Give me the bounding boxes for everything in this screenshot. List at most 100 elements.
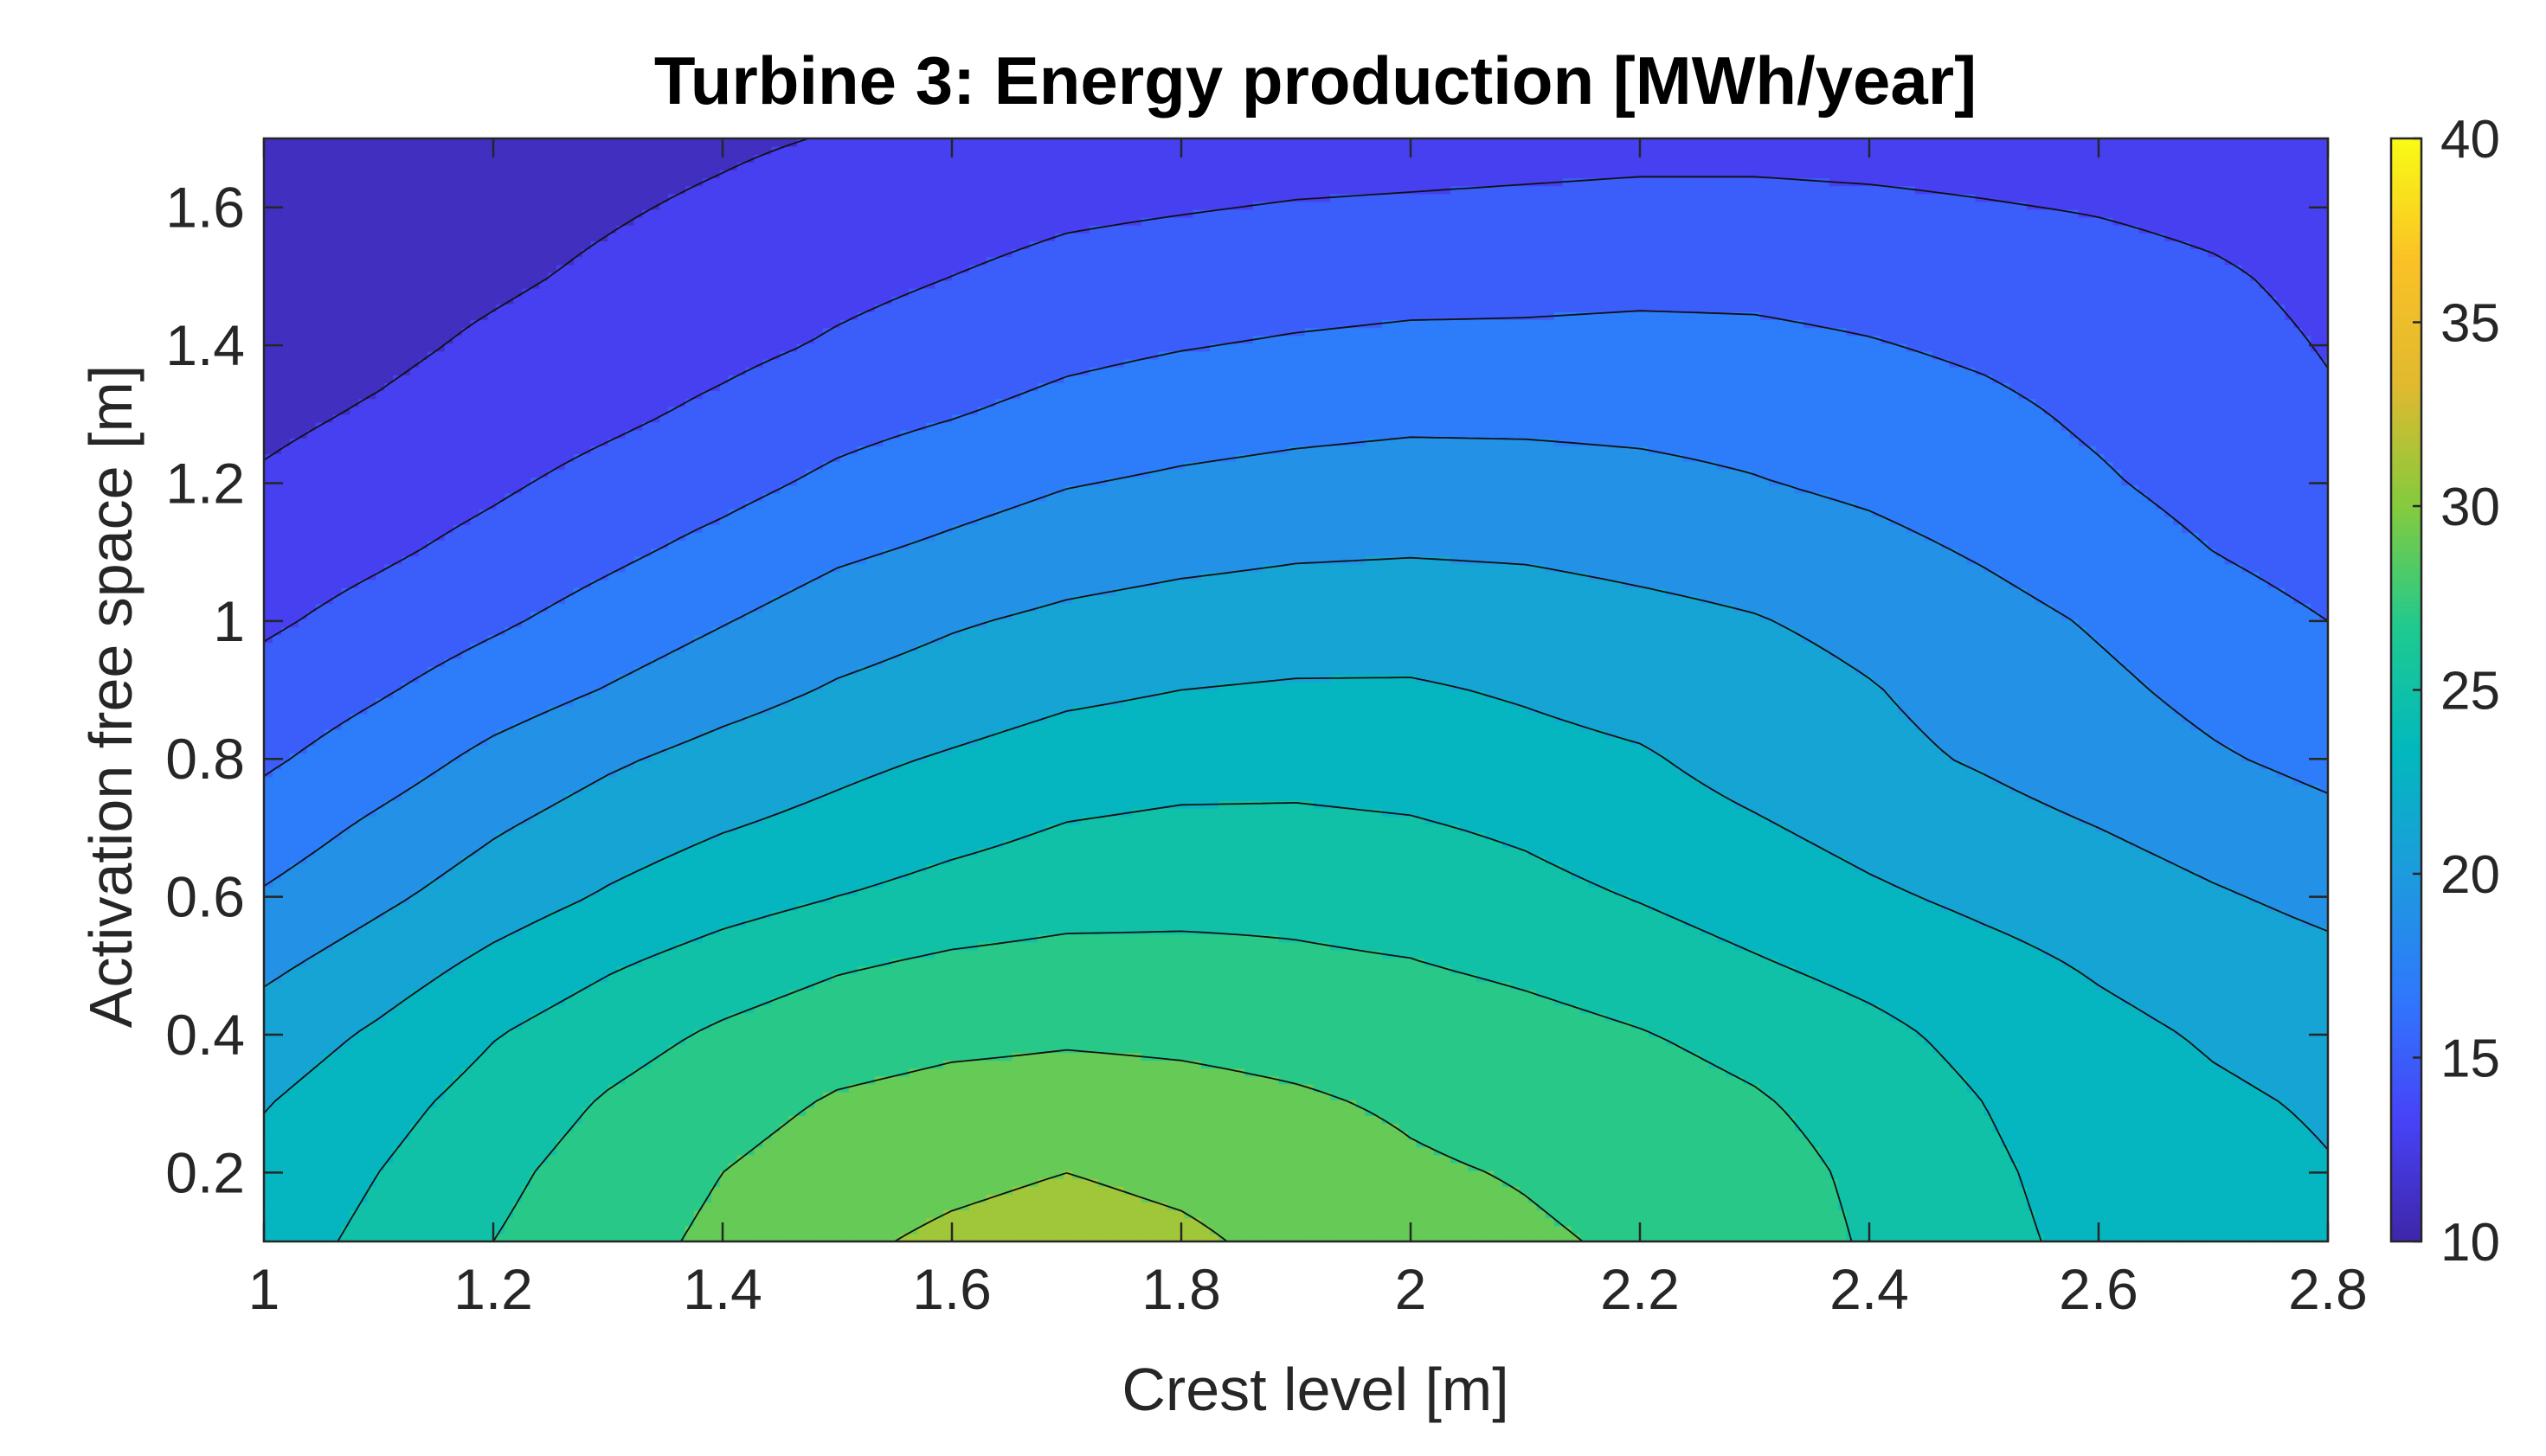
contour-cell <box>1812 1186 1822 1195</box>
contour-cell <box>891 1132 901 1140</box>
contour-cell <box>530 1178 540 1187</box>
contour-cell <box>1950 1147 1959 1156</box>
contour-cell <box>600 1163 609 1171</box>
contour-cell <box>1313 1163 1322 1171</box>
contour-cell <box>1760 1123 1770 1132</box>
contour-cell <box>1579 1100 1589 1108</box>
contour-cell <box>341 1076 350 1085</box>
contour-cell <box>1889 1171 1899 1179</box>
contour-cell <box>969 1186 979 1195</box>
contour-cell <box>1459 1147 1469 1156</box>
contour-cell <box>1958 1226 1968 1235</box>
contour-cell <box>367 1202 376 1210</box>
contour-cell <box>333 1147 343 1156</box>
contour-cell <box>1391 1186 1400 1195</box>
contour-cell <box>1193 1092 1202 1100</box>
contour-cell <box>1408 1155 1418 1164</box>
contour-cell <box>1889 1155 1899 1164</box>
contour-cell <box>1098 1123 1108 1132</box>
contour-cell <box>823 1107 833 1116</box>
contour-cell <box>961 1084 970 1093</box>
contour-cell <box>1760 1171 1770 1179</box>
contour-cell <box>453 1171 463 1179</box>
contour-cell <box>402 1226 411 1235</box>
contour-cell <box>1701 1107 1710 1116</box>
contour-cell <box>1803 1163 1813 1171</box>
contour-cell <box>1572 1084 1581 1093</box>
contour-cell <box>436 1178 446 1187</box>
contour-cell <box>307 1178 317 1187</box>
contour-cell <box>685 1084 695 1093</box>
contour-cell <box>1692 1115 1701 1124</box>
contour-cell <box>659 1147 669 1156</box>
contour-cell <box>410 1147 420 1156</box>
contour-cell <box>884 1107 893 1116</box>
contour-cell <box>556 1132 566 1140</box>
contour-cell <box>1640 1202 1649 1210</box>
contour-cell <box>350 1100 359 1108</box>
contour-cell <box>1072 1178 1082 1187</box>
contour-cell <box>1098 1147 1108 1156</box>
contour-cell <box>556 1076 566 1085</box>
contour-cell <box>1064 1226 1073 1235</box>
contour-cell <box>1829 1155 1839 1164</box>
contour-cell <box>419 1100 428 1108</box>
contour-cell <box>2208 1163 2217 1171</box>
contour-cell <box>264 1076 273 1085</box>
contour-cell <box>969 1084 979 1093</box>
contour-cell <box>471 1123 480 1132</box>
contour-cell <box>1064 1115 1073 1124</box>
contour-cell <box>616 1139 626 1148</box>
contour-cell <box>393 1226 402 1235</box>
contour-cell <box>1588 1147 1598 1156</box>
contour-cell <box>1494 1132 1503 1140</box>
contour-cell <box>1141 1139 1151 1148</box>
contour-cell <box>1898 1186 1907 1195</box>
contour-cell <box>1623 1123 1632 1132</box>
contour-cell <box>2122 1084 2131 1093</box>
contour-cell <box>1055 1155 1064 1164</box>
contour-cell <box>264 1226 273 1235</box>
contour-cell <box>539 1210 549 1219</box>
contour-cell <box>1210 1155 1219 1164</box>
contour-cell <box>1554 1132 1564 1140</box>
contour-cell <box>2087 1115 2097 1124</box>
contour-cell <box>1906 1155 1916 1164</box>
contour-cell <box>849 1178 858 1187</box>
contour-cell <box>1701 1123 1710 1132</box>
contour-cell <box>935 1178 944 1187</box>
contour-cell <box>1631 1202 1641 1210</box>
contour-cell <box>1631 1155 1641 1164</box>
contour-cell <box>471 1202 480 1210</box>
contour-cell <box>1262 1092 1271 1100</box>
contour-cell <box>1709 1115 1719 1124</box>
contour-cell <box>1434 1194 1443 1203</box>
contour-cell <box>1572 1202 1581 1210</box>
contour-cell <box>1262 1115 1271 1124</box>
contour-cell <box>788 1132 798 1140</box>
contour-cell <box>1175 1100 1185 1108</box>
contour-cell <box>2105 1084 2114 1093</box>
contour-cell <box>1889 1132 1899 1140</box>
contour-cell <box>393 1210 402 1219</box>
contour-cell <box>1717 1123 1726 1132</box>
contour-cell <box>471 1147 480 1156</box>
contour-cell <box>290 1155 299 1164</box>
contour-cell <box>1623 1210 1632 1219</box>
contour-cell <box>1304 1107 1314 1116</box>
contour-cell <box>1476 1147 1486 1156</box>
contour-cell <box>1932 1155 1942 1164</box>
contour-cell <box>1347 1115 1357 1124</box>
contour-cell <box>1288 1218 1297 1227</box>
contour-cell <box>2199 1186 2208 1195</box>
contour-cell <box>402 1163 411 1171</box>
contour-cell <box>633 1092 643 1100</box>
contour-cell <box>1675 1226 1684 1235</box>
contour-cell <box>2096 1218 2106 1227</box>
contour-cell <box>1614 1139 1623 1148</box>
contour-cell <box>1201 1171 1211 1179</box>
contour-cell <box>1520 1115 1529 1124</box>
contour-cell <box>2044 1123 2054 1132</box>
contour-cell <box>1029 1115 1038 1124</box>
contour-cell <box>952 1186 961 1195</box>
